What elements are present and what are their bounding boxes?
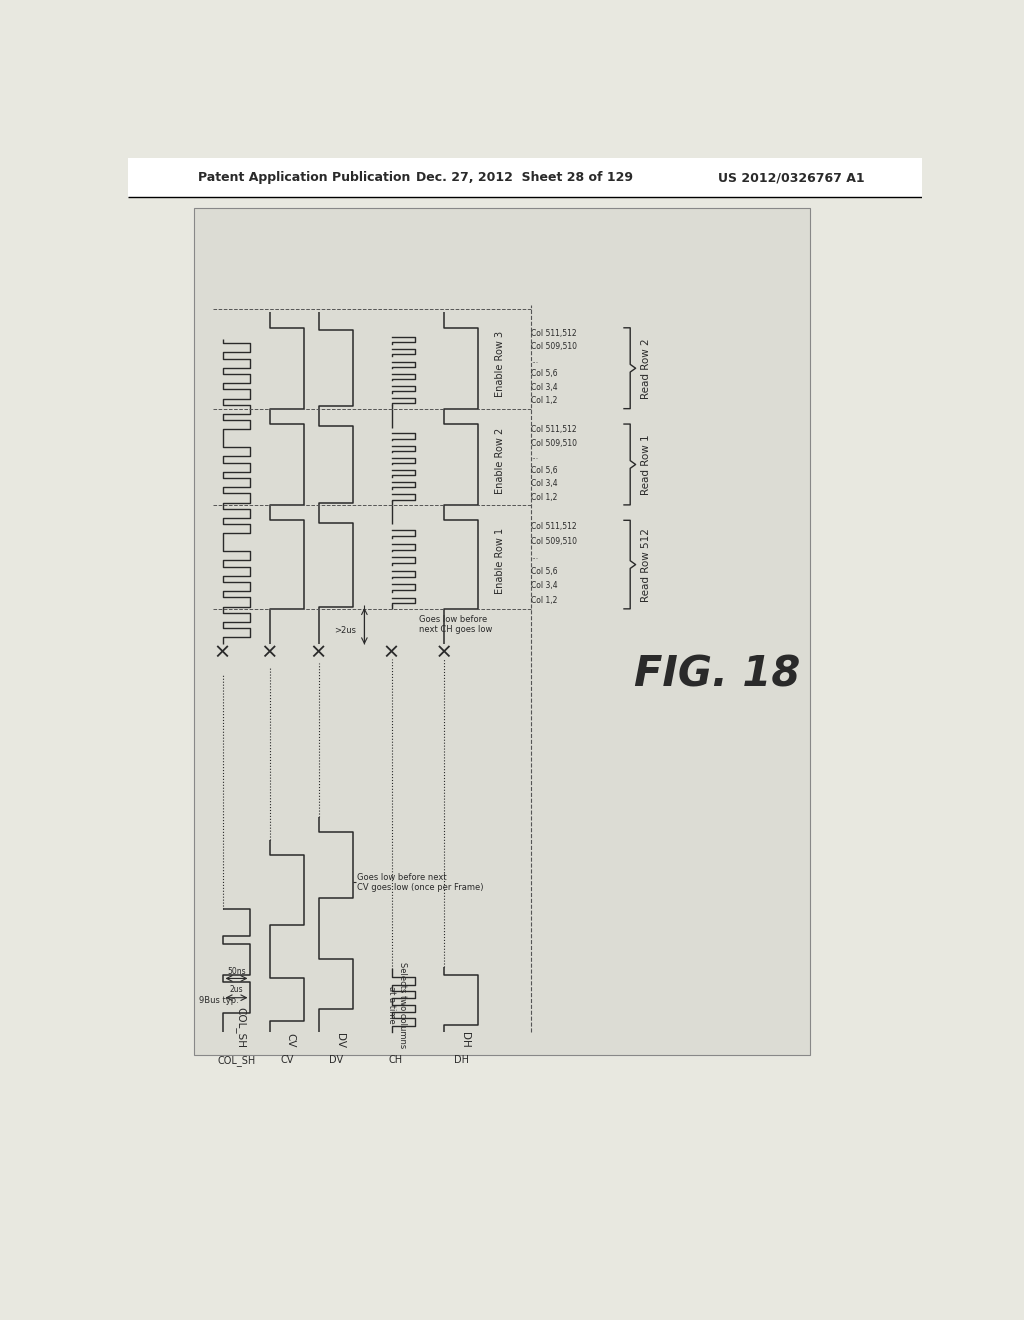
- Bar: [128, 158, 922, 197]
- Text: CH: CH: [388, 1056, 402, 1065]
- Text: Enable Row 1: Enable Row 1: [495, 528, 505, 594]
- Text: Goes low before
next CH goes low: Goes low before next CH goes low: [419, 615, 492, 634]
- Text: Col 511,512: Col 511,512: [531, 523, 577, 531]
- Text: Col 1,2: Col 1,2: [531, 492, 557, 502]
- Text: ...: ...: [531, 356, 539, 364]
- Text: Read Row 1: Read Row 1: [641, 434, 651, 495]
- Text: Col 5,6: Col 5,6: [531, 466, 558, 475]
- Text: Read Row 512: Read Row 512: [641, 528, 651, 602]
- Text: DH: DH: [460, 1032, 470, 1048]
- Text: DV: DV: [329, 1056, 343, 1065]
- Text: Read Row 2: Read Row 2: [641, 338, 651, 399]
- Text: Col 509,510: Col 509,510: [531, 537, 577, 546]
- Text: 9Bus typ.: 9Bus typ.: [199, 995, 239, 1005]
- Text: US 2012/0326767 A1: US 2012/0326767 A1: [718, 172, 864, 185]
- Text: DV: DV: [335, 1032, 344, 1048]
- Text: DH: DH: [454, 1056, 469, 1065]
- Text: Selects two columns
at a time: Selects two columns at a time: [387, 961, 407, 1048]
- Text: COL_SH: COL_SH: [217, 1056, 256, 1067]
- Text: FIG. 18: FIG. 18: [634, 653, 800, 696]
- Text: Goes low before next
CV goes low (once per Frame): Goes low before next CV goes low (once p…: [356, 873, 483, 892]
- Text: ...: ...: [531, 552, 539, 561]
- Text: 50ns: 50ns: [227, 968, 246, 975]
- Text: Col 5,6: Col 5,6: [531, 370, 558, 379]
- Text: Col 511,512: Col 511,512: [531, 425, 577, 434]
- Text: Col 509,510: Col 509,510: [531, 342, 577, 351]
- Text: COL_SH: COL_SH: [234, 1007, 246, 1048]
- Text: Col 1,2: Col 1,2: [531, 396, 557, 405]
- Text: Enable Row 3: Enable Row 3: [495, 331, 505, 397]
- Text: Patent Application Publication: Patent Application Publication: [198, 172, 411, 185]
- Text: Col 3,4: Col 3,4: [531, 383, 558, 392]
- Text: Col 5,6: Col 5,6: [531, 566, 558, 576]
- Text: Col 3,4: Col 3,4: [531, 581, 558, 590]
- Text: Col 1,2: Col 1,2: [531, 597, 557, 605]
- Text: Col 3,4: Col 3,4: [531, 479, 558, 488]
- Bar: [194, 209, 810, 1056]
- Text: >2us: >2us: [334, 626, 356, 635]
- Text: CV: CV: [281, 1056, 294, 1065]
- Text: Enable Row 2: Enable Row 2: [495, 428, 505, 494]
- Text: Dec. 27, 2012  Sheet 28 of 129: Dec. 27, 2012 Sheet 28 of 129: [417, 172, 633, 185]
- Text: 2us: 2us: [229, 986, 244, 994]
- Text: ...: ...: [531, 451, 539, 461]
- Text: CV: CV: [286, 1034, 296, 1048]
- Text: Col 509,510: Col 509,510: [531, 438, 577, 447]
- Text: Col 511,512: Col 511,512: [531, 329, 577, 338]
